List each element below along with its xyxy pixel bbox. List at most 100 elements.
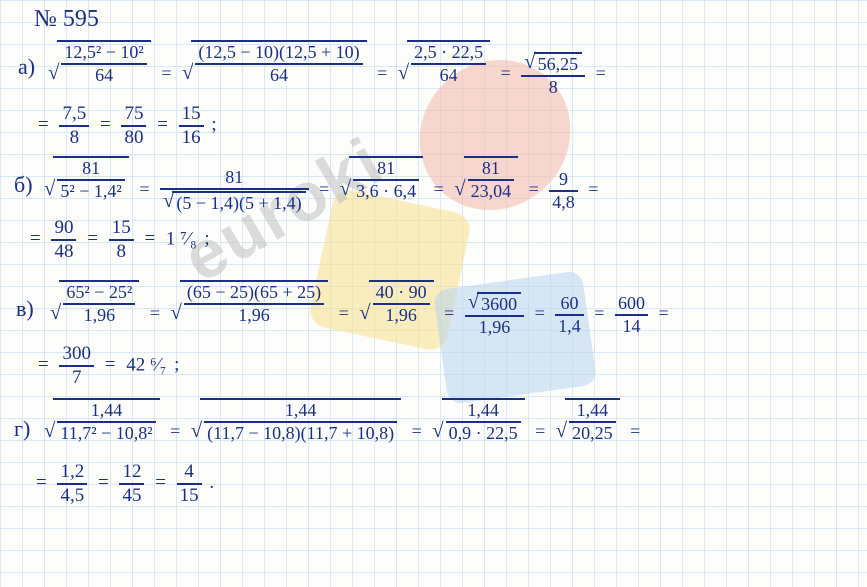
b-t-f2n: 15 [109,218,134,238]
equals-sign: = [36,472,47,493]
a-s3-den: 64 [437,66,461,85]
a-s4-num: 56,25 [534,52,583,74]
a-t-f2n: 75 [121,104,146,124]
c-ef2-d: 14 [619,317,643,336]
equals-sign: = [535,421,545,441]
c-s3-num: 40 · 90 [373,283,430,302]
d-sqrt4: √ 1,4420,25 [556,398,620,443]
row-a-tail: = 7,58 = 7580 = 1516 ; [32,104,220,148]
d-s2-num: 1,44 [282,401,320,420]
equals-sign: = [30,228,41,249]
d-sqrt3: √ 1,440,9 · 22,5 [432,398,524,443]
exercise-number: № 595 [34,6,99,33]
a-sqrt2: √ (12,5 − 10)(12,5 + 10)64 [182,40,367,85]
label-a: a) [18,54,35,80]
c-ef-n: 60 [558,294,582,313]
d-s2-den: (11,7 − 10,8)(11,7 + 10,8) [204,424,397,443]
b-t-f1n: 90 [51,218,76,238]
a-s4-den: 8 [546,78,561,97]
b-s3-den: 3,6 · 6,4 [353,182,419,201]
c-ef-d: 1,4 [555,317,584,336]
d-t-f3n: 4 [181,462,197,482]
d-s3-den: 0,9 · 22,5 [446,424,521,443]
b-sqrt4: √ 8123,04 [454,156,518,201]
b-s4-den: 23,04 [468,182,515,201]
a-sqrt3: √ 2,5 · 22,564 [398,40,490,85]
a-t-f3n: 15 [179,104,204,124]
b-s2-num: 81 [222,168,246,187]
equals-sign: = [161,63,171,83]
c-s1-num: 65² − 25² [63,283,135,302]
row-a-main: √ 12,5² − 10²64 = √ (12,5 − 10)(12,5 + 1… [48,40,612,97]
row-c-tail: = 3007 = 42 ⁶⁄₇ ; [32,344,182,388]
equals-sign: = [157,114,168,135]
equals-sign: = [105,354,116,375]
c-sqrt2: √ (65 − 25)(65 + 25)1,96 [170,280,328,325]
d-sqrt2: √ 1,44(11,7 − 10,8)(11,7 + 10,8) [191,398,401,443]
a-s2-num: (12,5 − 10)(12,5 + 10) [195,43,362,62]
equals-sign: = [377,63,387,83]
a-s2-den: 64 [267,66,291,85]
equals-sign: = [529,179,539,199]
d-t-f2d: 45 [119,486,144,506]
equals-sign: = [144,228,155,249]
c-s2-num: (65 − 25)(65 + 25) [184,283,324,302]
b-t-f1d: 48 [51,242,76,262]
equals-sign: = [434,179,444,199]
d-s4-num: 1,44 [574,401,612,420]
equals-sign: = [594,303,604,323]
b-s1-num: 81 [79,159,103,178]
d-s4-den: 20,25 [569,424,616,443]
d-t-f1n: 1,2 [57,462,87,482]
c-s3-den: 1,96 [382,306,420,325]
b-ef-n: 9 [556,170,571,189]
d-t-f2n: 12 [119,462,144,482]
c-t-f1d: 7 [69,368,85,388]
b-t-mixed: 1 ⁷⁄₈ [166,228,197,249]
equals-sign: = [535,303,545,323]
c-s2-den: 1,96 [235,306,273,325]
c-s4-frac: √3600 1,96 [465,292,524,337]
c-t-f1n: 300 [59,344,94,364]
c-s1-den: 1,96 [81,306,119,325]
a-s3-num: 2,5 · 22,5 [411,43,486,62]
b-s2-frac: 81 √(5 − 1,4)(5 + 1,4) [160,168,309,213]
d-sqrt1: √ 1,4411,7² − 10,8² [44,398,160,443]
a-end: ; [211,114,216,135]
a-s1-den: 64 [92,66,116,85]
equals-sign: = [98,472,109,493]
d-s1-num: 1,44 [88,401,126,420]
equals-sign: = [596,63,606,83]
d-t-f1d: 4,5 [57,486,87,506]
d-end: . [209,472,214,493]
equals-sign: = [319,179,329,199]
c-ef2-n: 600 [615,294,648,313]
equals-sign: = [444,303,454,323]
equals-sign: = [100,114,111,135]
a-t-f1n: 7,5 [59,104,89,124]
b-sqrt3: √ 813,6 · 6,4 [340,156,423,201]
row-b-main: √ 815² − 1,4² = 81 √(5 − 1,4)(5 + 1,4) =… [44,156,604,213]
b-ef-d: 4,8 [549,193,578,212]
b-t-f2d: 8 [113,242,129,262]
row-d-tail: = 1,24,5 = 1245 = 415 . [30,462,217,506]
a-t-f2d: 80 [121,128,146,148]
equals-sign: = [339,303,349,323]
equals-sign: = [155,472,166,493]
row-b-tail: = 90 48 = 15 8 = 1 ⁷⁄₈ ; [24,218,213,262]
c-end: ; [174,354,179,375]
equals-sign: = [170,421,180,441]
b-end: ; [204,228,209,249]
a-s1-num: 12,5² − 10² [61,43,146,62]
label-b: б) [14,172,33,198]
label-c: в) [16,296,34,322]
equals-sign: = [87,228,98,249]
b-sqrt1: √ 815² − 1,4² [44,156,129,201]
equals-sign: = [38,354,49,375]
row-c-main: √ 65² − 25²1,96 = √ (65 − 25)(65 + 25)1,… [50,280,675,337]
d-s3-num: 1,44 [464,401,502,420]
b-s4-num: 81 [479,159,503,178]
equals-sign: = [501,63,511,83]
b-s2-den: (5 − 1,4)(5 + 1,4) [172,191,305,213]
row-d-main: √ 1,4411,7² − 10,8² = √ 1,44(11,7 − 10,8… [44,398,646,443]
